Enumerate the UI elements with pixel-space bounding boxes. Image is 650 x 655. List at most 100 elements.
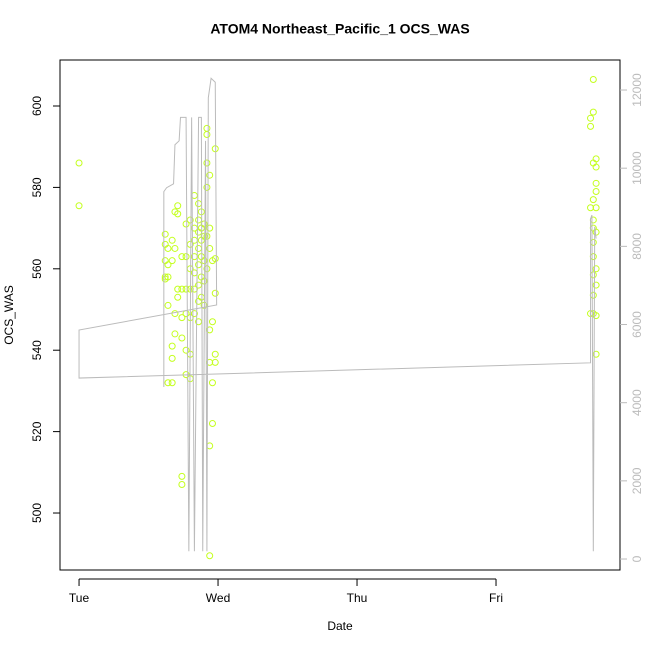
- data-point: [592, 163, 600, 171]
- data-point: [200, 257, 208, 265]
- y2-tick-label: 6000: [630, 311, 644, 338]
- data-point: [182, 285, 190, 293]
- data-point: [206, 244, 214, 252]
- data-point: [164, 261, 172, 269]
- data-point: [195, 200, 203, 208]
- data-point: [592, 204, 600, 212]
- data-point: [171, 310, 179, 318]
- data-point: [206, 552, 214, 560]
- data-point: [203, 265, 211, 273]
- data-point: [200, 220, 208, 228]
- y2-tick-label: 2000: [630, 467, 644, 494]
- y-tick-label: 500: [30, 503, 44, 523]
- y-axis-label: OCS_WAS: [2, 285, 16, 345]
- data-point: [203, 183, 211, 191]
- data-point: [164, 244, 172, 252]
- data-point: [161, 230, 169, 238]
- data-point: [203, 232, 211, 240]
- data-point: [592, 155, 600, 163]
- data-point: [174, 202, 182, 210]
- data-point: [203, 130, 211, 138]
- x-axis-label: Date: [327, 619, 353, 633]
- y-tick-label: 540: [30, 340, 44, 360]
- data-line: [78, 77, 597, 552]
- data-point: [589, 271, 597, 279]
- data-point: [171, 244, 179, 252]
- data-point: [592, 265, 600, 273]
- data-point: [178, 314, 186, 322]
- x-tick-label: Wed: [206, 591, 230, 605]
- data-point: [211, 358, 219, 366]
- y-tick-label: 600: [30, 96, 44, 116]
- data-point: [211, 289, 219, 297]
- data-point: [203, 124, 211, 132]
- data-point: [203, 159, 211, 167]
- data-point: [168, 257, 176, 265]
- data-point: [168, 236, 176, 244]
- data-point: [206, 171, 214, 179]
- chart-title: ATOM4 Northeast_Pacific_1 OCS_WAS: [210, 21, 469, 37]
- data-point: [168, 354, 176, 362]
- data-point: [190, 310, 198, 318]
- data-point: [206, 224, 214, 232]
- data-point: [174, 285, 182, 293]
- data-point: [592, 179, 600, 187]
- data-point: [195, 244, 203, 252]
- data-point: [200, 232, 208, 240]
- data-point: [589, 253, 597, 261]
- data-point: [161, 273, 169, 281]
- data-point: [592, 187, 600, 195]
- data-point: [589, 108, 597, 116]
- data-point: [168, 342, 176, 350]
- data-point: [178, 253, 186, 261]
- data-point: [592, 281, 600, 289]
- data-point: [182, 346, 190, 354]
- data-point: [589, 238, 597, 246]
- data-point: [171, 330, 179, 338]
- data-point: [182, 220, 190, 228]
- data-point: [587, 122, 595, 130]
- x-tick-label: Fri: [489, 591, 503, 605]
- data-point: [164, 273, 172, 281]
- x-tick-label: Tue: [69, 591, 90, 605]
- data-point: [206, 326, 214, 334]
- data-point: [208, 318, 216, 326]
- data-point: [208, 379, 216, 387]
- y2-tick-label: 10000: [630, 151, 644, 185]
- y2-tick-label: 0: [630, 555, 644, 562]
- data-point: [589, 76, 597, 84]
- data-point: [178, 334, 186, 342]
- data-point: [195, 216, 203, 224]
- data-point: [589, 291, 597, 299]
- data-point: [178, 481, 186, 489]
- data-point: [592, 312, 600, 320]
- y2-tick-label: 8000: [630, 233, 644, 260]
- data-point: [186, 216, 194, 224]
- y-tick-label: 560: [30, 258, 44, 278]
- data-point: [168, 379, 176, 387]
- y2-tick-label: 4000: [630, 389, 644, 416]
- plot-frame: [59, 59, 621, 571]
- data-point: [178, 472, 186, 480]
- data-point: [587, 114, 595, 122]
- y-tick-label: 520: [30, 421, 44, 441]
- data-point: [195, 261, 203, 269]
- y-tick-label: 580: [30, 177, 44, 197]
- data-point: [174, 293, 182, 301]
- data-point: [592, 350, 600, 358]
- data-point: [178, 285, 186, 293]
- data-point: [182, 253, 190, 261]
- y2-tick-label: 12000: [630, 73, 644, 107]
- data-point: [208, 419, 216, 427]
- data-point: [164, 301, 172, 309]
- data-point: [75, 159, 83, 167]
- data-point: [589, 196, 597, 204]
- data-point: [174, 210, 182, 218]
- data-point: [75, 202, 83, 210]
- data-point: [164, 379, 172, 387]
- data-point: [211, 255, 219, 263]
- x-tick-label: Thu: [347, 591, 368, 605]
- data-point: [211, 350, 219, 358]
